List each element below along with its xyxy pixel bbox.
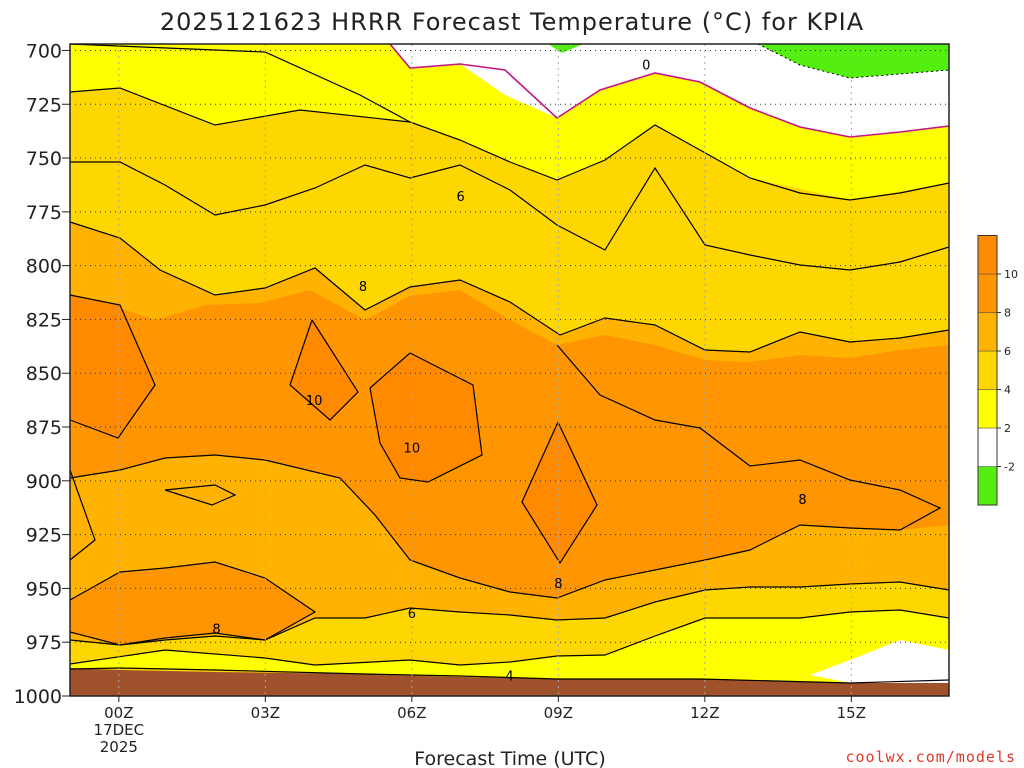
color-legend: -2 2 4 6 8 10: [977, 235, 1018, 506]
ground: [70, 668, 949, 696]
plot-area: 0 6 8 10 10 8 8 6 8 4: [69, 43, 950, 697]
contour-label: 10: [404, 442, 421, 457]
y-tick-label: 975: [26, 632, 62, 654]
x-tick-label: 03Z: [251, 704, 280, 722]
band-ge10-d: [522, 422, 597, 563]
legend-label: 10: [1004, 268, 1018, 281]
legend-swatch: [977, 350, 998, 390]
band-8-10: [70, 290, 949, 598]
contour-labels: 0 6 8 10 10 8 8 6 8 4: [212, 59, 806, 685]
contour-6-small: [69, 469, 96, 561]
x-tick-label: 00Z: [104, 704, 133, 722]
contour-2-upper: [69, 87, 950, 201]
y-tick-label: 775: [26, 202, 62, 224]
contour-2-left-cap: [69, 43, 411, 123]
y-tick-label: 700: [26, 40, 62, 62]
band-6-8-inside: [70, 470, 95, 560]
y-tick-label: 925: [26, 525, 62, 547]
legend-label: 8: [1004, 307, 1011, 320]
band-ge10-b: [290, 320, 358, 420]
vertical-gridlines: [118, 44, 852, 696]
y-tick-label: 800: [26, 256, 62, 278]
plot-frame: [69, 43, 950, 697]
y-tick-label: 1000: [14, 686, 62, 708]
legend-swatch: [977, 235, 998, 275]
band-8-10-low: [70, 562, 315, 645]
y-tick-label: 875: [26, 417, 62, 439]
legend-label: 6: [1004, 345, 1011, 358]
contour-label: 6: [408, 607, 416, 622]
contour-6: [69, 221, 950, 353]
y-tick-label: 900: [26, 471, 62, 493]
contour-label: 8: [798, 493, 806, 508]
y-axis: 700 725 750 775 800 825 850 875 900 925 950 975 1000: [14, 40, 70, 708]
x-tick-label: 06Z: [397, 704, 426, 722]
legend-frame: [977, 235, 998, 506]
contour-label: 8: [359, 280, 367, 295]
y-tick-label: 725: [26, 94, 62, 116]
contour-4: [70, 161, 950, 271]
contour-0-line: [389, 43, 950, 138]
legend-label: -2: [1004, 461, 1015, 474]
legend-label: 2: [1004, 422, 1011, 435]
legend-label: 4: [1004, 384, 1011, 397]
contour-6-lower: [69, 581, 950, 646]
legend-swatch: [977, 466, 998, 506]
band-below-minus2-green-small: [548, 44, 583, 53]
contour-8-low: [69, 561, 317, 646]
contour-8-c: [521, 421, 598, 565]
contour-label: 6: [457, 190, 465, 205]
legend-swatch: [977, 312, 998, 352]
x-tick-label: 2025: [100, 738, 138, 756]
legend-swatch: [977, 389, 998, 429]
band-below-2-bottom: [810, 640, 949, 683]
legend-swatch: [977, 273, 998, 313]
band-ge10-c: [370, 353, 482, 482]
band-2-4-bottom: [70, 610, 949, 684]
credit-text: coolwx.com/models: [845, 748, 1016, 766]
y-tick-label: 750: [26, 148, 62, 170]
contour-label: 8: [212, 622, 220, 637]
contour-8-a: [289, 319, 359, 421]
x-tick-label: 17DEC: [94, 721, 145, 739]
band-6-8-inside-small: [165, 485, 235, 505]
y-tick-label: 850: [26, 363, 62, 385]
contour-label: 4: [505, 670, 513, 685]
contour-8-b: [369, 352, 483, 483]
contour-label: 0: [642, 59, 650, 74]
contour-label: 10: [306, 394, 323, 409]
contour-2-lower: [69, 667, 950, 684]
y-tick-label: 825: [26, 309, 62, 331]
legend-swatch: [977, 427, 998, 467]
x-tick-label: 15Z: [837, 704, 866, 722]
band-below-minus2-green: [758, 44, 949, 78]
x-tick-label: 12Z: [690, 704, 719, 722]
contour-4-lower: [69, 609, 950, 666]
band-ge10-a: [70, 295, 155, 438]
contour-label: 8: [554, 577, 562, 592]
contour-6-blob: [164, 484, 237, 506]
x-axis-label: Forecast Time (UTC): [414, 748, 605, 768]
x-tick-label: 09Z: [544, 704, 573, 722]
y-tick-label: 950: [26, 578, 62, 600]
contour-8-upper: [69, 294, 156, 439]
chart-title: 2025121623 HRRR Forecast Temperature (°C…: [160, 8, 864, 36]
